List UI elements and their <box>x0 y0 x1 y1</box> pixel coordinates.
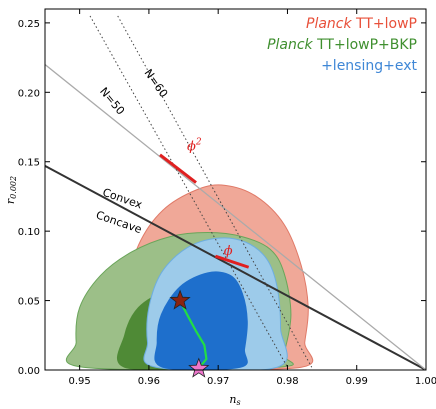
y-tick-label: 0.10 <box>18 227 40 238</box>
model-lines <box>45 15 426 370</box>
x-axis-title: ns <box>229 393 240 407</box>
phi-segment <box>214 254 250 269</box>
n60-line <box>117 15 313 368</box>
x-tick-label: 1.00 <box>415 376 436 387</box>
y-tick-label: 0.15 <box>18 158 40 169</box>
x-tick-label: 0.99 <box>346 376 368 387</box>
phi-squared-segment <box>159 153 197 184</box>
legend-entry: +lensing+ext <box>321 58 417 74</box>
label-phi: ϕ <box>224 244 233 259</box>
label-phi-squared: ϕ2 <box>187 138 202 155</box>
y-tick-label: 0.05 <box>18 297 40 308</box>
legend-entry: Planck TT+lowP+BKP <box>267 37 417 53</box>
plot-frame <box>44 8 427 371</box>
y-axis-title: r0.002 <box>4 176 18 204</box>
convex-concave-line <box>45 165 426 370</box>
green-curve <box>179 300 208 370</box>
x-tick-label: 0.95 <box>69 376 91 387</box>
star-brown <box>169 289 191 310</box>
legend: Planck TT+lowP Planck TT+lowP+BKP +lensing… <box>267 16 417 74</box>
x-tick-label: 0.97 <box>207 376 229 387</box>
star-pink <box>188 357 210 378</box>
y-tick-label: 0.20 <box>18 88 40 99</box>
axis-ticks: 0.95 0.96 0.97 0.98 0.99 1.00 0.00 0.05 0.10 0.15… <box>18 9 436 387</box>
contours <box>66 184 314 370</box>
x-tick-label: 0.98 <box>276 376 298 387</box>
markers <box>169 289 210 378</box>
n50-line <box>89 15 288 368</box>
x-tick-label: 0.96 <box>138 376 160 387</box>
y-tick-label: 0.00 <box>18 366 40 377</box>
phi-squared-line <box>45 64 426 370</box>
legend-entry: Planck TT+lowP <box>306 16 417 32</box>
y-tick-label: 0.25 <box>18 19 40 30</box>
